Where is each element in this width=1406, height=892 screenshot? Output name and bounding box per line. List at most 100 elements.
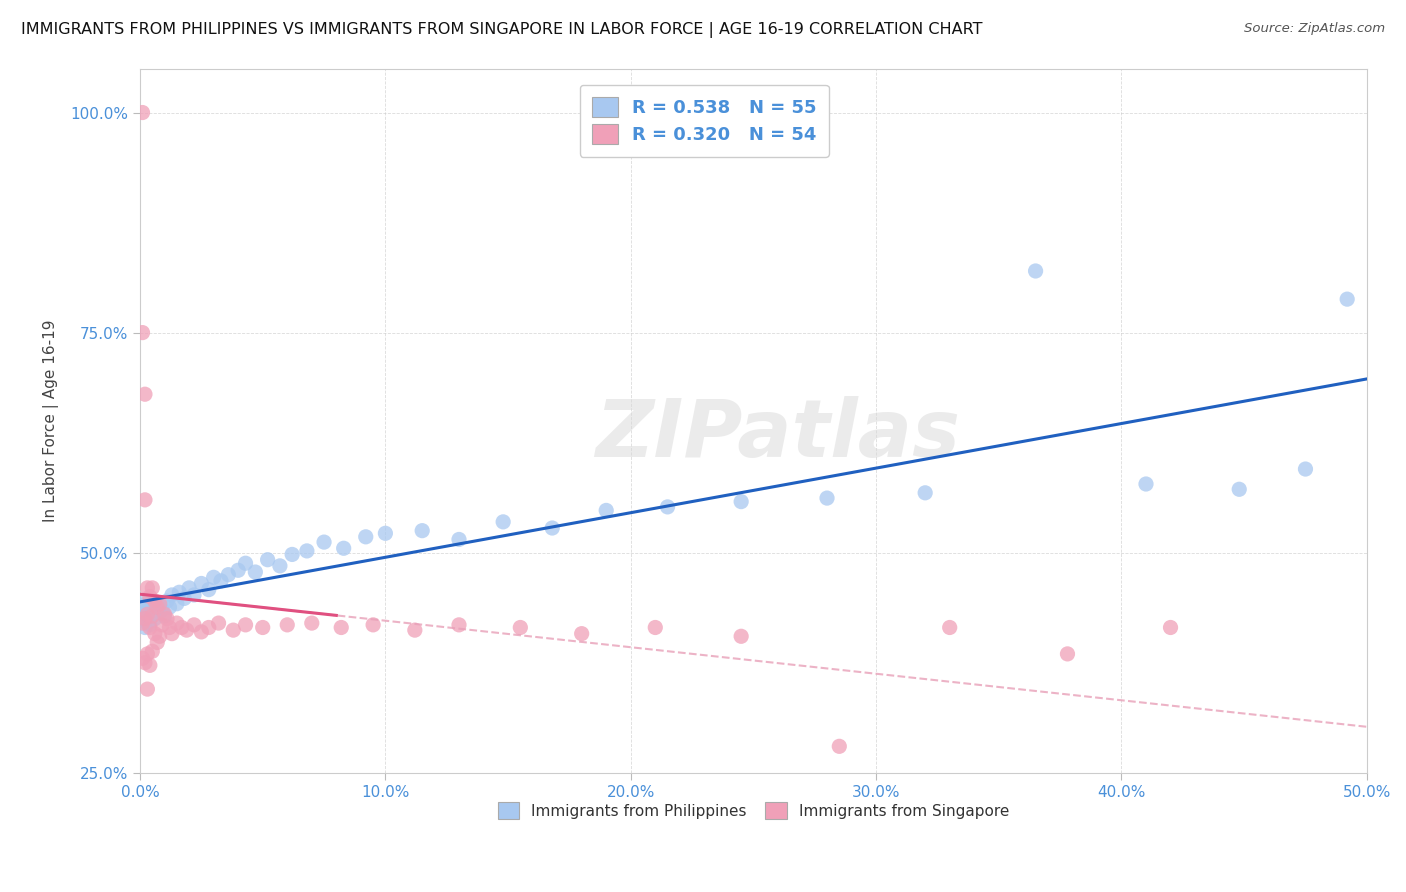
Point [141,609,163,624]
Point [828,739,851,754]
Point [134,594,156,608]
Point [156,594,179,608]
Point [139,658,162,673]
Point [173,591,195,606]
Point [190,624,212,639]
Point [183,618,205,632]
Point [281,548,304,562]
Point [301,616,323,631]
Point [1263,805,1285,820]
Point [217,567,239,582]
Point [492,515,515,529]
Point [143,612,166,626]
Point [197,620,219,634]
Point [657,500,679,514]
Text: Source: ZipAtlas.com: Source: ZipAtlas.com [1244,22,1385,36]
Point [131,612,153,626]
Point [1056,647,1078,661]
Point [295,544,318,558]
Point [160,588,183,602]
Point [176,623,198,637]
Point [361,618,384,632]
Point [169,585,191,599]
Point [252,620,274,634]
Point [235,618,257,632]
Point [411,524,433,538]
Point [136,581,159,595]
Y-axis label: In Labor Force | Age 16-19: In Labor Force | Age 16-19 [44,319,59,522]
Point [509,620,531,634]
Point [139,620,162,634]
Point [447,618,470,632]
Point [1336,292,1358,306]
Point [146,606,169,620]
Point [179,581,201,595]
Point [150,603,173,617]
Point [141,594,163,608]
Point [730,629,752,643]
Point [730,494,752,508]
Point [134,607,156,622]
Point [141,581,163,595]
Point [146,635,169,649]
Point [207,616,229,631]
Point [170,620,193,634]
Point [134,656,156,670]
Point [332,541,354,556]
Point [136,616,159,631]
Point [256,552,278,566]
Point [149,599,172,613]
Point [245,565,267,579]
Point [312,535,335,549]
Point [202,570,225,584]
Point [131,105,153,120]
Point [136,647,159,661]
Point [1295,462,1317,476]
Point [143,600,166,615]
Point [166,597,188,611]
Point [330,620,353,634]
Point [209,574,232,588]
Point [131,651,153,665]
Point [131,616,153,631]
Point [571,626,593,640]
Point [143,626,166,640]
Point [541,521,564,535]
Point [153,607,176,622]
Text: ZIPatlas: ZIPatlas [596,396,960,474]
Point [131,599,153,613]
Point [136,607,159,622]
Point [149,629,172,643]
Point [914,485,936,500]
Point [139,618,162,632]
Point [136,603,159,617]
Point [1160,620,1182,634]
Point [159,620,181,634]
Point [146,600,169,615]
Point [354,530,377,544]
Point [183,588,205,602]
Point [134,620,156,634]
Point [141,607,163,622]
Point [141,644,163,658]
Point [374,526,396,541]
Point [269,558,291,573]
Point [1135,477,1157,491]
Text: IMMIGRANTS FROM PHILIPPINES VS IMMIGRANTS FROM SINGAPORE IN LABOR FORCE | AGE 16: IMMIGRANTS FROM PHILIPPINES VS IMMIGRANT… [21,22,983,38]
Point [149,597,172,611]
Point [150,618,173,632]
Point [197,582,219,597]
Point [134,612,156,626]
Point [166,616,188,631]
Point [134,492,156,507]
Point [815,491,838,505]
Point [153,609,176,624]
Point [404,623,426,637]
Point [938,620,960,634]
Legend: Immigrants from Philippines, Immigrants from Singapore: Immigrants from Philippines, Immigrants … [492,796,1015,825]
Point [143,594,166,608]
Point [595,503,617,517]
Point [1025,264,1047,278]
Point [134,387,156,401]
Point [131,326,153,340]
